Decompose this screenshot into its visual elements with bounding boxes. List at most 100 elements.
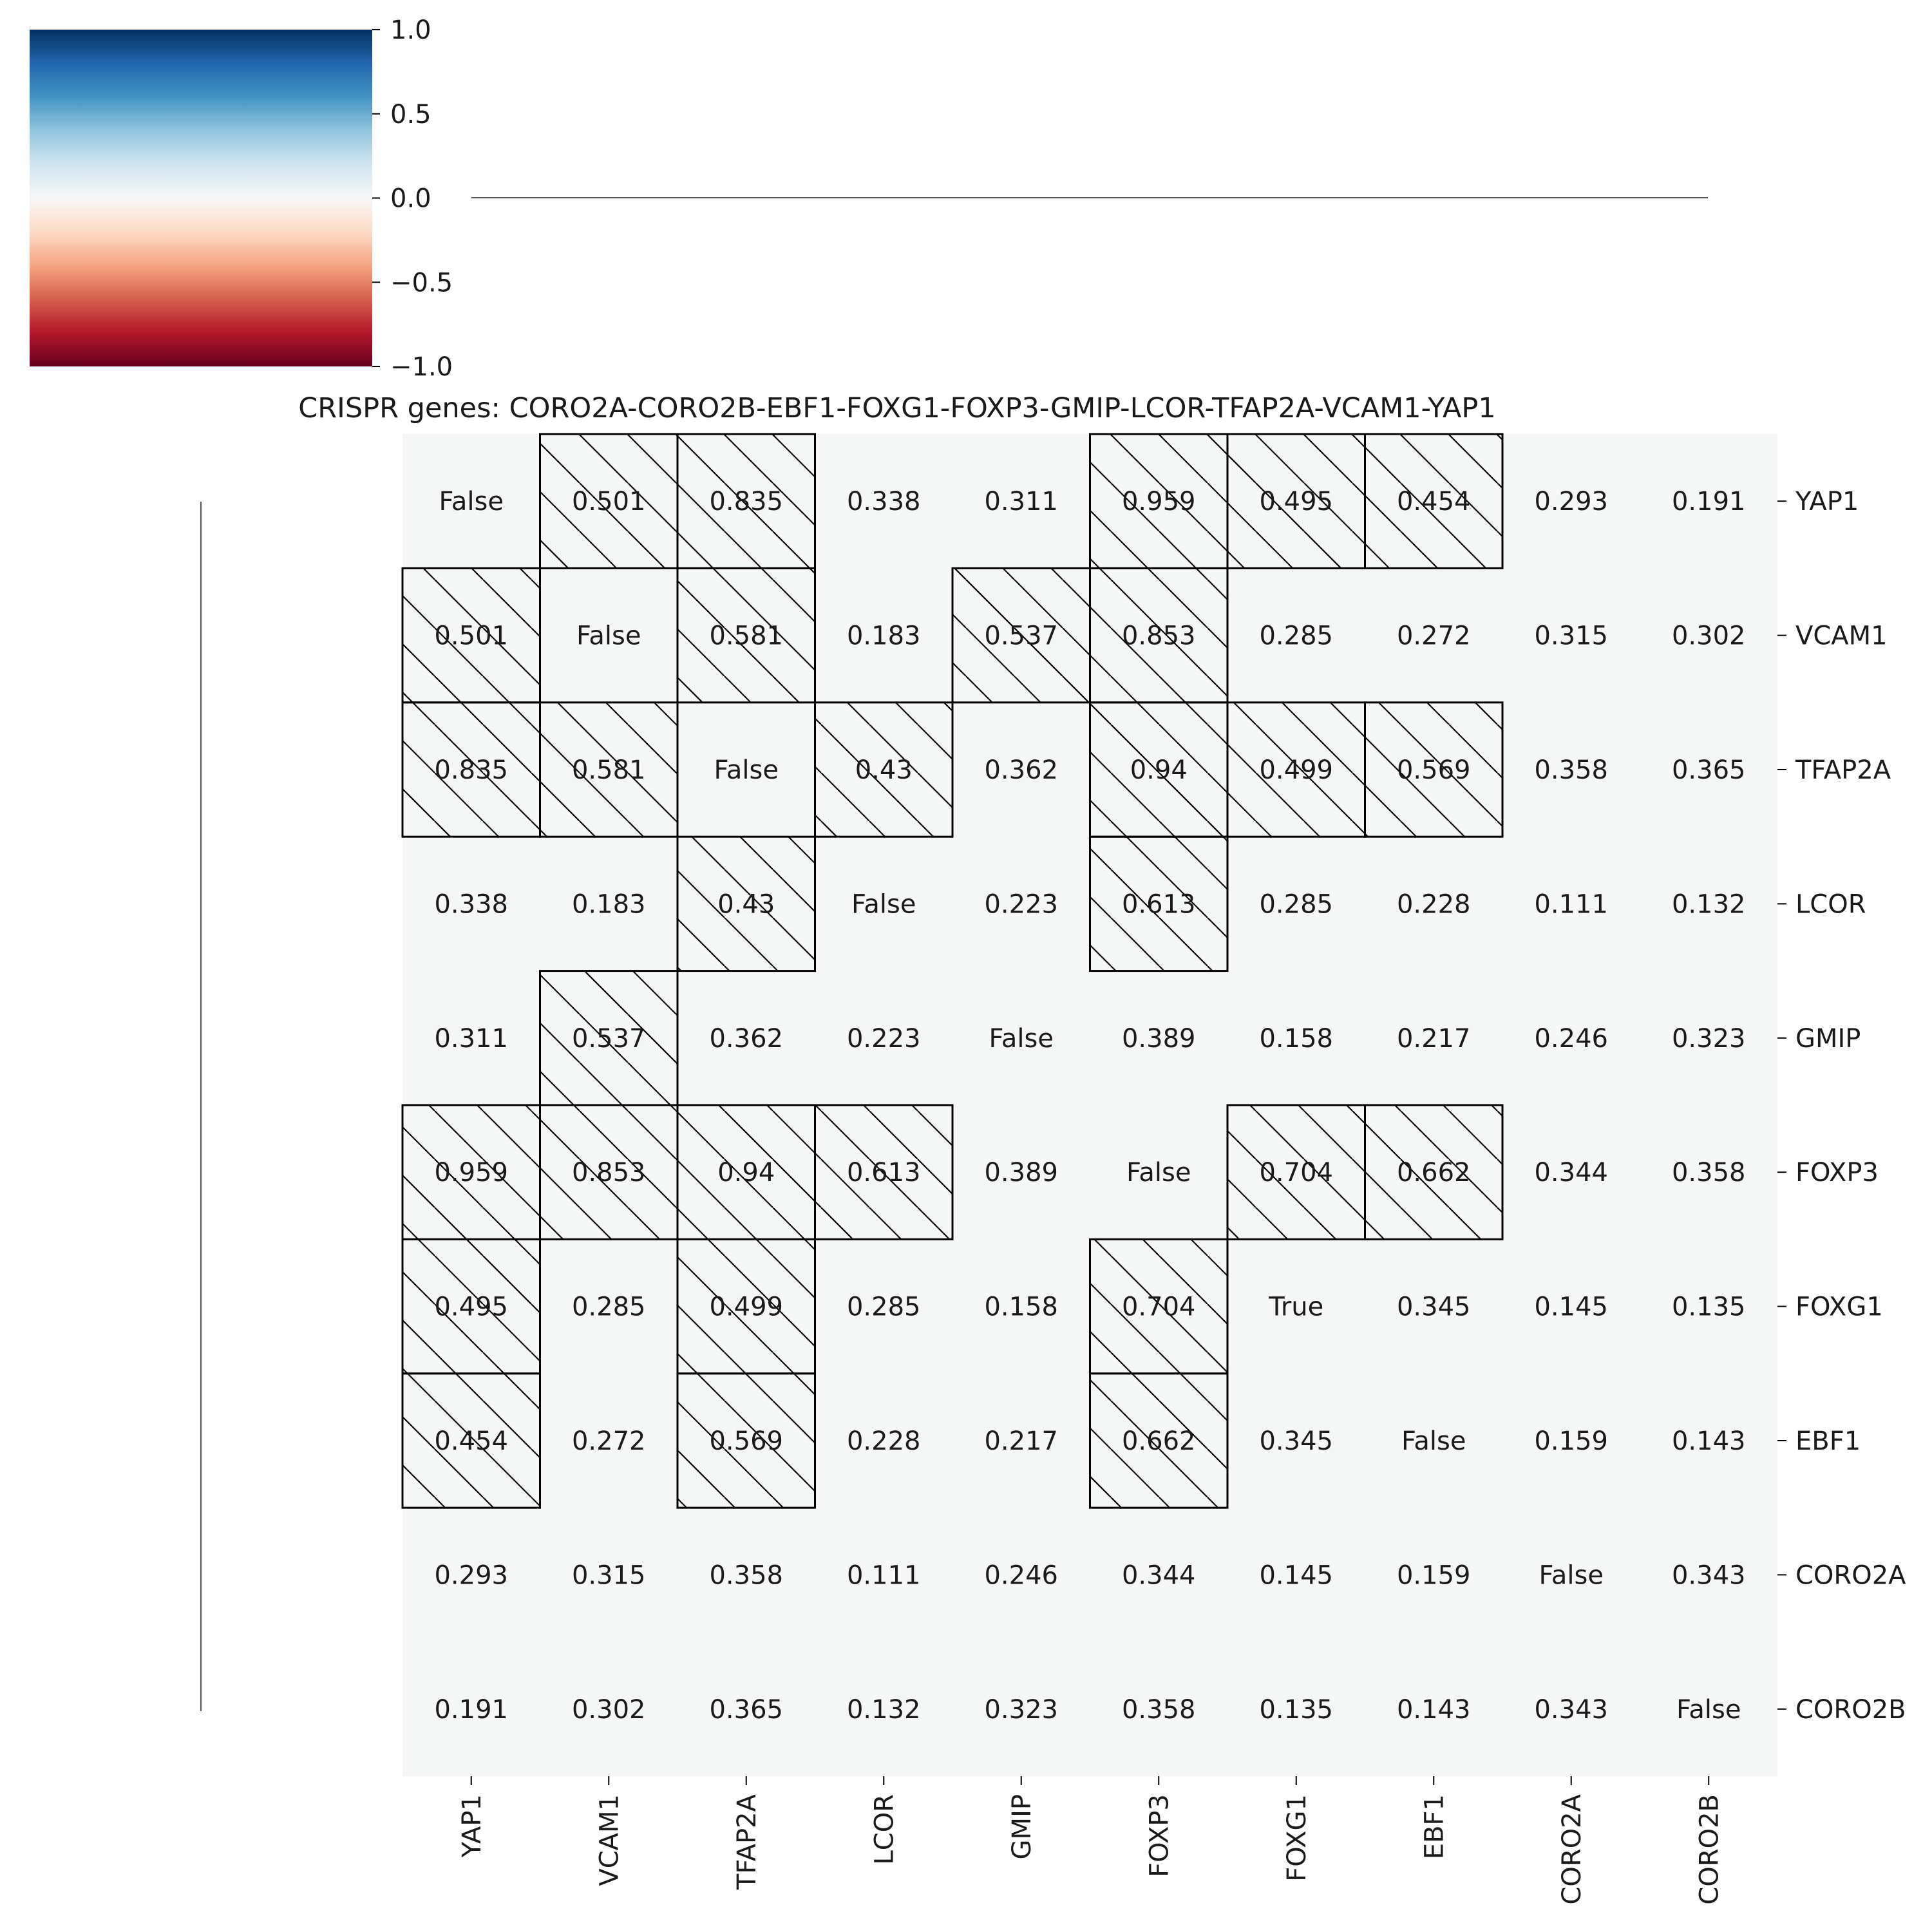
cell-label: 0.191	[434, 1695, 508, 1725]
cell-label: 0.501	[572, 487, 646, 516]
heatmap-cell	[1227, 1508, 1365, 1642]
cell-label: 0.495	[434, 1293, 508, 1322]
cell-label: 0.365	[709, 1695, 783, 1725]
colorbar-tick-label: −1.0	[390, 352, 453, 382]
colorbar-tick-label: 0.0	[390, 184, 431, 214]
cell-label: 0.454	[1397, 487, 1471, 516]
heatmap-cell	[1640, 1642, 1777, 1776]
row-tick: YAP1	[1777, 487, 1859, 516]
heatmap-cell	[815, 1239, 952, 1374]
row-tick: CORO2B	[1777, 1695, 1906, 1725]
cell-label: 0.454	[434, 1426, 508, 1456]
cell-label: 0.143	[1672, 1426, 1746, 1456]
heatmap-cell	[815, 971, 952, 1105]
heatmap-cell	[1227, 568, 1365, 703]
hatched-cell	[1226, 701, 1366, 838]
row-tick-label: CORO2B	[1795, 1695, 1906, 1725]
hatched-cell	[539, 701, 679, 838]
cell-label: False	[1539, 1560, 1604, 1590]
row-tick: FOXP3	[1777, 1158, 1879, 1188]
hatched-cell	[1364, 1104, 1504, 1240]
cell-label: 0.272	[1397, 621, 1471, 651]
hatched-cell	[539, 433, 679, 569]
row-tick-label: FOXP3	[1795, 1158, 1879, 1188]
row-tick-label: VCAM1	[1795, 621, 1888, 651]
heatmap-cell	[952, 1105, 1090, 1240]
cell-label: 0.495	[1259, 487, 1333, 516]
heatmap-cell	[402, 971, 540, 1105]
heatmap-cell	[402, 1642, 540, 1776]
cell-label: 0.853	[572, 1158, 646, 1188]
cell-label: 0.159	[1397, 1560, 1471, 1590]
cell-label: 0.111	[847, 1560, 921, 1590]
cell-label: 0.343	[1672, 1560, 1746, 1590]
heatmap-cell	[1365, 1373, 1502, 1508]
cell-label: 0.285	[1259, 621, 1333, 651]
cell-label: 0.358	[1672, 1158, 1746, 1188]
cell-label: 0.662	[1122, 1426, 1196, 1456]
cell-label: 0.569	[709, 1426, 783, 1456]
heatmap: False 0.501 0.835 0.338 0.311 0.959 0.495 0.454…	[401, 433, 1777, 1776]
heatmap-cell	[540, 1642, 677, 1776]
column-tick: GMIP	[1007, 1776, 1037, 1859]
heatmap-cell	[1640, 1373, 1777, 1508]
colorbar-ticks: 1.0 0.5 0.0 −0.5 −1.0	[372, 15, 453, 382]
cell-label: 0.111	[1534, 889, 1608, 919]
heatmap-cell	[1502, 568, 1640, 703]
row-tick: VCAM1	[1777, 621, 1888, 651]
heatmap-cell	[402, 837, 540, 971]
cell-label: 0.302	[572, 1695, 646, 1725]
heatmap-cell	[1502, 702, 1640, 837]
cell-label: 0.343	[1534, 1695, 1608, 1725]
colorbar-tick: −0.5	[372, 268, 453, 298]
heatmap-cell	[1365, 1508, 1502, 1642]
cell-label: 0.662	[1397, 1158, 1471, 1188]
colorbar-tick: 1.0	[372, 15, 431, 45]
row-tick-label: LCOR	[1795, 889, 1866, 919]
cell-label: 0.158	[1259, 1024, 1333, 1054]
cell-label: 0.537	[572, 1024, 646, 1054]
heatmap-cell	[677, 1642, 815, 1776]
cell-label: 0.959	[1122, 487, 1196, 516]
column-tick: CORO2A	[1557, 1776, 1587, 1905]
heatmap-cell	[1502, 837, 1640, 971]
column-tick-label: FOXG1	[1282, 1794, 1312, 1882]
cell-label: 0.302	[1672, 621, 1746, 651]
hatched-cell	[951, 567, 1091, 704]
heatmap-cell	[1640, 1239, 1777, 1374]
cell-label: 0.315	[572, 1560, 646, 1590]
colorbar-tick-label: −0.5	[390, 268, 453, 298]
row-tick: TFAP2A	[1777, 755, 1891, 785]
hatched-cell	[676, 835, 816, 972]
column-tick-label: TFAP2A	[732, 1794, 762, 1890]
cell-label: 0.362	[709, 1024, 783, 1054]
cell-label: False	[714, 755, 779, 785]
hatched-cell	[1364, 701, 1504, 838]
cell-label: 0.183	[572, 889, 646, 919]
cell-label: 0.365	[1672, 755, 1746, 785]
cell-label: 0.94	[717, 1158, 775, 1188]
colorbar-tick-label: 1.0	[390, 15, 431, 45]
cell-label: 0.246	[1534, 1024, 1608, 1054]
heatmap-cell	[540, 1239, 677, 1374]
heatmap-cell	[815, 1642, 952, 1776]
heatmap-cell	[1502, 971, 1640, 1105]
cell-label: 0.94	[1130, 755, 1188, 785]
cell-label: 0.223	[847, 1024, 921, 1054]
cell-label: 0.159	[1534, 1426, 1608, 1456]
cell-label: 0.323	[1672, 1024, 1746, 1054]
column-tick: CORO2B	[1694, 1776, 1724, 1905]
hatched-cell	[1226, 1104, 1366, 1240]
hatched-cell	[1089, 835, 1229, 972]
hatched-cell	[1089, 1372, 1229, 1509]
cell-label: False	[989, 1024, 1054, 1054]
cell-label: 0.183	[847, 621, 921, 651]
heatmap-cell	[1090, 1105, 1227, 1240]
column-tick: FOXP3	[1144, 1776, 1174, 1877]
cell-label: 0.323	[984, 1695, 1058, 1725]
cell-label: 0.43	[717, 889, 775, 919]
heatmap-cell	[1640, 568, 1777, 703]
heatmap-cell	[1227, 837, 1365, 971]
heatmap-cell	[815, 1373, 952, 1508]
row-tick: GMIP	[1777, 1024, 1861, 1054]
